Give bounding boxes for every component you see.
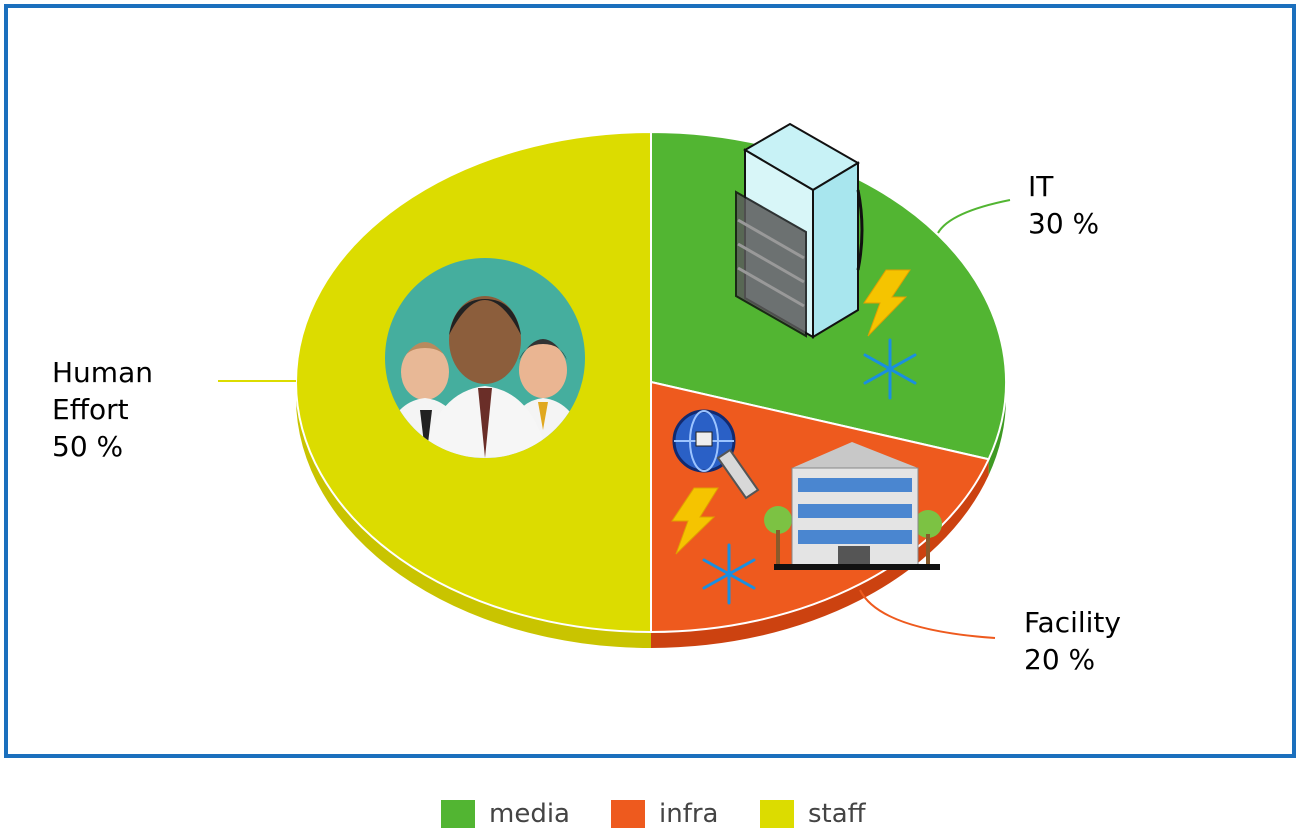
slice-labels: Human Effort 50 % IT 30 % Facility 20 % <box>52 170 1121 676</box>
slice-name: IT <box>1028 170 1054 203</box>
slice-label-infra: Facility 20 % <box>1024 606 1121 676</box>
lightning-icon <box>863 269 911 337</box>
legend-swatch <box>760 800 794 828</box>
slice-name: Effort <box>52 393 129 426</box>
lightning-icon <box>671 487 719 555</box>
slice-name: Facility <box>1024 606 1121 639</box>
slice-label-media: IT 30 % <box>1028 170 1099 240</box>
network-globe-icon <box>672 409 760 500</box>
server-rack-icon <box>735 122 864 339</box>
leader-line-media <box>937 199 1011 234</box>
snowflake-icon <box>863 338 917 400</box>
legend-item-infra: infra <box>611 796 718 832</box>
leader-line-infra <box>859 589 996 639</box>
chart-frame <box>4 4 1296 758</box>
legend-label: media <box>489 799 570 829</box>
pie-side-layer <box>296 382 1006 648</box>
snowflake-icon <box>702 543 756 605</box>
legend-swatch <box>441 800 475 828</box>
slice-label-staff: Human Effort 50 % <box>52 356 153 463</box>
pie-side-infra <box>651 459 989 648</box>
leader-lines <box>218 199 1011 639</box>
slice-percent: 30 % <box>1028 207 1099 240</box>
slice-percent: 50 % <box>52 430 123 463</box>
legend-swatch <box>611 800 645 828</box>
legend-label: staff <box>808 799 866 829</box>
office-building-icon <box>764 442 942 570</box>
legend-label: infra <box>659 799 719 829</box>
legend-item-media: media <box>441 796 570 832</box>
slice-percent: 20 % <box>1024 643 1095 676</box>
legend-item-staff: staff <box>760 796 866 832</box>
pie-side-media <box>988 382 1006 476</box>
people-group-icon <box>385 258 585 458</box>
slice-name: Human <box>52 356 153 389</box>
